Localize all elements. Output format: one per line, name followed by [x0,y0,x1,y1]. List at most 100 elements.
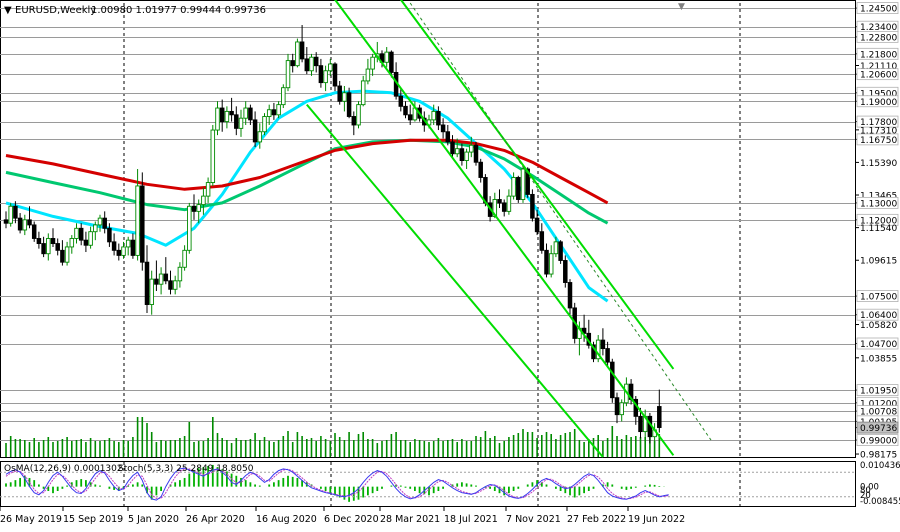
candle [469,136,474,158]
candle-body [125,239,131,248]
level-price-box [856,290,899,302]
candle [281,84,286,109]
level-price-box [856,213,899,226]
time-axis[interactable]: 26 May 2019 15 Sep 2019 5 Jan 2020 26 Apr 2… [0,507,685,525]
candle-body [360,80,366,106]
candle-body [182,249,187,268]
chart-shift-marker-icon[interactable]: ▼ [678,2,685,12]
stoch-label: Stoch(5,3,3) 25.2849 18.8050 [118,464,254,474]
candle-body [299,41,305,60]
candle-body [191,205,197,212]
candle [102,211,107,234]
candle-body [501,202,507,212]
main-plot-frame [0,0,856,458]
candle-body [304,58,310,72]
scroll-arrow-icon[interactable]: ▼ [4,5,12,16]
candle-body [351,116,357,126]
candle-body [328,63,333,72]
candle-body [93,224,98,233]
candle [224,106,230,129]
candle [342,86,347,112]
candle-body [78,227,84,241]
candle [74,223,79,244]
candle [149,270,154,315]
candle [64,241,70,266]
candle-body [473,144,479,163]
candle [144,245,150,314]
candle [563,255,568,288]
candle [276,101,281,119]
candle [304,47,310,75]
price-tick-label: 1.21800 [860,50,897,60]
candle [83,231,89,253]
level-price-box [856,434,899,446]
candle [605,341,610,368]
candle-body [506,195,512,212]
candle [17,213,23,234]
price-tick-label: 1.13465 [860,192,897,202]
candle [22,214,28,236]
candle-body [158,273,164,285]
time-label: 7 Nov 2021 [506,514,561,525]
candle [478,158,483,183]
time-label: 27 Feb 2022 [567,514,626,525]
candle [365,58,371,85]
candle-body [116,249,122,256]
time-label: 5 Jan 2020 [128,514,179,525]
candle-body [516,177,521,200]
candle-body [313,56,319,67]
candle-body [600,339,606,350]
candle-body [27,219,32,226]
candle-body [610,361,615,399]
candle-body [309,56,314,72]
time-label: 26 May 2019 [0,514,62,525]
candle [182,245,187,271]
candle [88,226,93,249]
time-label: 26 Apr 2020 [186,514,245,525]
stoch-signal-line [5,468,669,500]
candle [337,80,342,105]
stoch-main-line [5,467,669,501]
candle-body [234,114,239,129]
time-label: 16 Aug 2020 [256,514,317,525]
candle-body [544,249,549,275]
candle-body [548,253,554,275]
candle-body [638,415,643,433]
candle-body [187,205,192,251]
price-tick-label: 1.01950 [860,387,897,397]
level-price-box [856,196,899,209]
candle-body [469,144,474,153]
ohlc-values: 1.00980 1.01977 0.99444 0.99736 [91,5,266,16]
candle [215,101,220,136]
level-price-box [856,337,899,350]
price-tick-label: 1.03855 [860,354,897,364]
candle-body [595,339,601,360]
price-tick-label: 1.17310 [860,126,897,136]
candle-body [215,107,220,131]
indicator-axis-label: 0.010436 [860,461,900,471]
candle-body [219,107,225,123]
candle-body [74,227,79,239]
candle-body [534,217,540,233]
candle [191,194,197,220]
candle [323,65,328,92]
candle-body [8,205,13,224]
price-tick-label: 1.24500 [860,5,897,15]
candle-body [459,148,465,161]
candle-body [243,107,248,119]
candle-body [36,238,42,245]
candle-body [121,246,126,256]
candle [389,50,394,78]
candle [614,392,620,424]
candle-body [83,239,89,246]
candle [168,270,173,295]
candle [50,228,56,247]
candle-body [97,217,103,226]
candle [140,172,145,271]
candle-body [177,266,183,282]
current-price-box [856,421,899,434]
candle [431,104,436,125]
candle-body [271,109,277,116]
